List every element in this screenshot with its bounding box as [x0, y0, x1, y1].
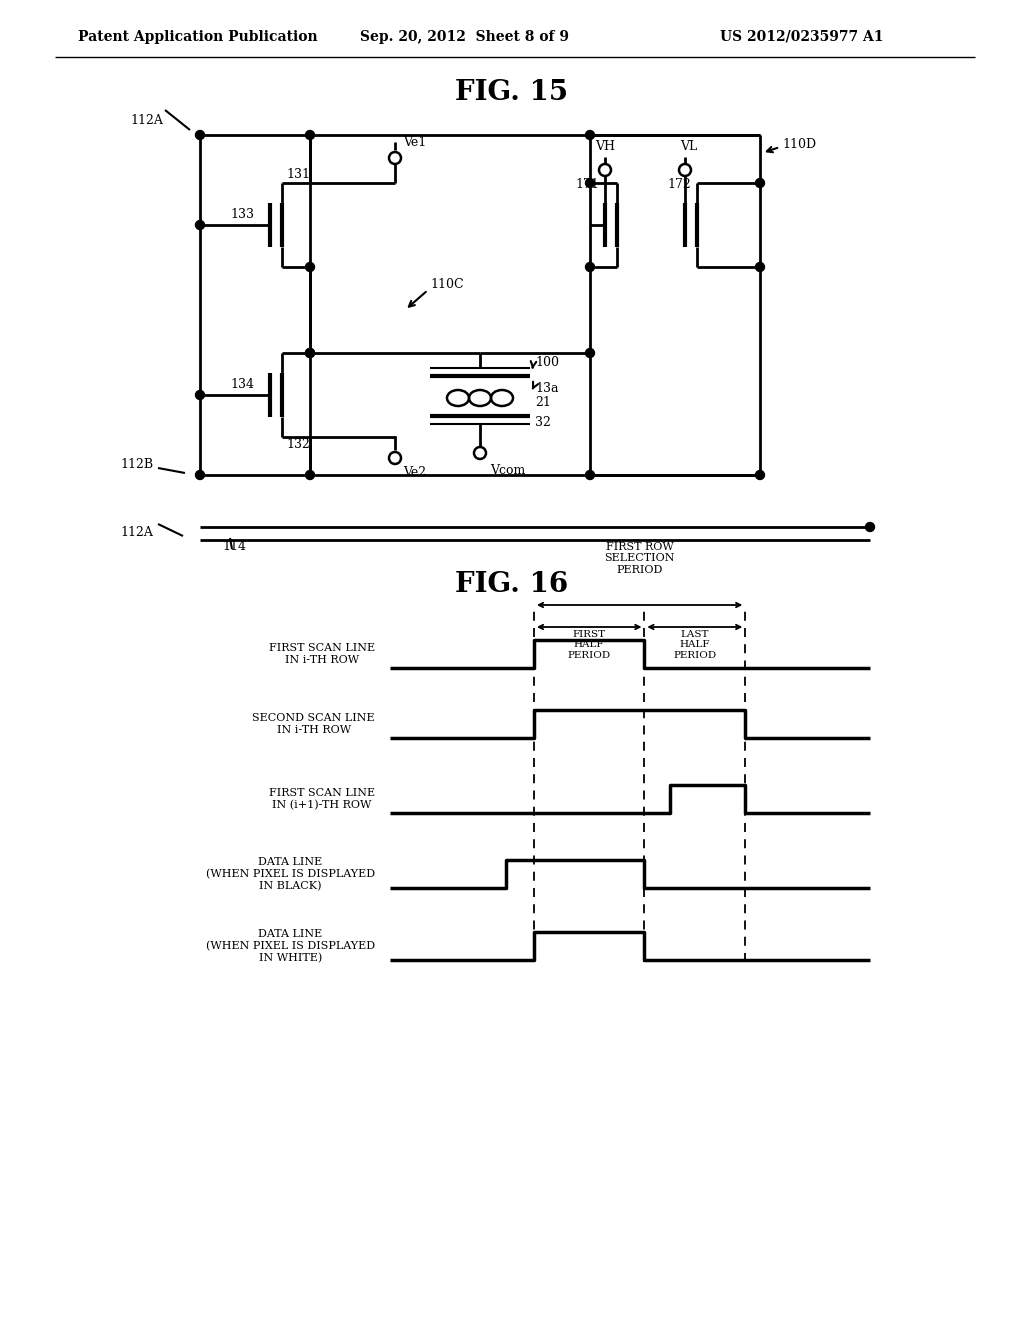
Circle shape [196, 131, 205, 140]
Circle shape [756, 178, 765, 187]
Text: US 2012/0235977 A1: US 2012/0235977 A1 [720, 30, 884, 44]
Text: 110C: 110C [430, 279, 464, 292]
Circle shape [586, 470, 595, 479]
Text: 32: 32 [535, 416, 551, 429]
Text: Ve1: Ve1 [403, 136, 426, 149]
Text: DATA LINE
(WHEN PIXEL IS DISPLAYED
IN BLACK): DATA LINE (WHEN PIXEL IS DISPLAYED IN BL… [206, 857, 375, 891]
Circle shape [586, 263, 595, 272]
Text: LAST
HALF
PERIOD: LAST HALF PERIOD [673, 630, 717, 660]
Text: 131: 131 [286, 169, 310, 181]
Text: FIG. 16: FIG. 16 [456, 572, 568, 598]
Text: Patent Application Publication: Patent Application Publication [78, 30, 317, 44]
Text: FIRST SCAN LINE
IN i-TH ROW: FIRST SCAN LINE IN i-TH ROW [269, 643, 375, 665]
Text: VH: VH [595, 140, 615, 153]
Circle shape [305, 348, 314, 358]
Text: Vcom: Vcom [490, 465, 525, 478]
Circle shape [586, 131, 595, 140]
Circle shape [586, 178, 595, 187]
Text: Sep. 20, 2012  Sheet 8 of 9: Sep. 20, 2012 Sheet 8 of 9 [360, 30, 569, 44]
Circle shape [586, 348, 595, 358]
Text: FIRST
HALF
PERIOD: FIRST HALF PERIOD [567, 630, 610, 660]
Text: FIG. 15: FIG. 15 [456, 78, 568, 106]
Text: 171: 171 [575, 178, 599, 191]
Text: 133: 133 [230, 209, 254, 222]
Circle shape [756, 470, 765, 479]
Text: 112B: 112B [120, 458, 154, 471]
Text: 100: 100 [535, 356, 559, 370]
Text: 13a: 13a [535, 381, 558, 395]
Text: 21: 21 [535, 396, 551, 409]
Text: 112A: 112A [120, 525, 153, 539]
Circle shape [196, 470, 205, 479]
Circle shape [865, 523, 874, 532]
Circle shape [305, 470, 314, 479]
Text: 172: 172 [667, 178, 691, 191]
Text: DATA LINE
(WHEN PIXEL IS DISPLAYED
IN WHITE): DATA LINE (WHEN PIXEL IS DISPLAYED IN WH… [206, 929, 375, 964]
Text: Ve2: Ve2 [403, 466, 426, 479]
Circle shape [305, 348, 314, 358]
Text: FIRST ROW
SELECTION
PERIOD: FIRST ROW SELECTION PERIOD [604, 541, 675, 576]
Text: 112A: 112A [130, 114, 163, 127]
Circle shape [305, 131, 314, 140]
Circle shape [196, 220, 205, 230]
Text: 132: 132 [286, 438, 310, 451]
Text: VL: VL [680, 140, 697, 153]
Text: FIRST SCAN LINE
IN (i+1)-TH ROW: FIRST SCAN LINE IN (i+1)-TH ROW [269, 788, 375, 810]
Text: 134: 134 [230, 379, 254, 392]
Circle shape [196, 391, 205, 400]
Circle shape [305, 263, 314, 272]
Circle shape [756, 263, 765, 272]
Text: 110D: 110D [782, 139, 816, 152]
Text: SECOND SCAN LINE
IN i-TH ROW: SECOND SCAN LINE IN i-TH ROW [252, 713, 375, 735]
Text: 114: 114 [222, 540, 246, 553]
